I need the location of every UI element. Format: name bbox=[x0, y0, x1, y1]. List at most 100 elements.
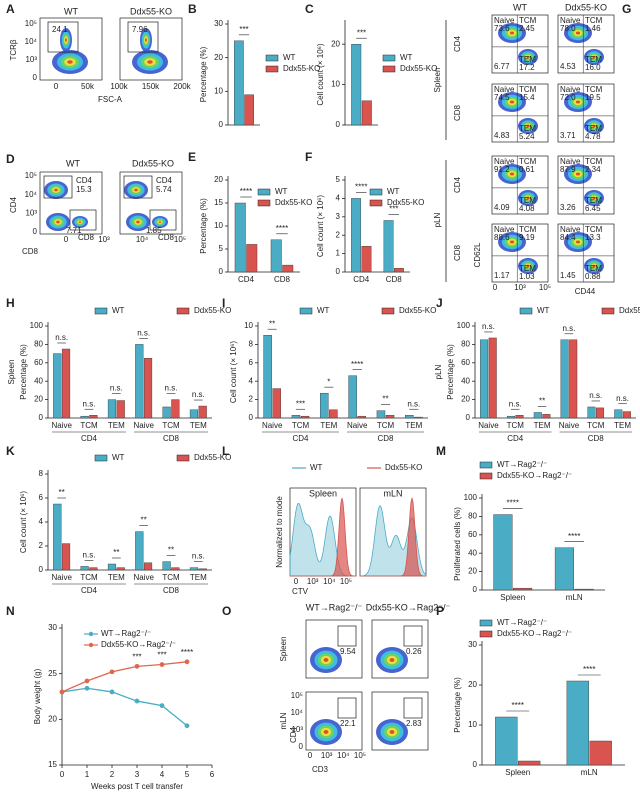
density bbox=[592, 55, 596, 59]
quadrant-value: 73.6 bbox=[494, 24, 510, 33]
quadrant-value: 16.0 bbox=[585, 63, 601, 72]
bar bbox=[244, 94, 254, 126]
significance-label: n.s. bbox=[83, 551, 96, 560]
significance-label: ** bbox=[539, 397, 545, 406]
legend-label: WT bbox=[537, 306, 550, 315]
quadrant-value: 1.45 bbox=[560, 271, 576, 280]
significance-label: * bbox=[327, 377, 330, 386]
y-tick-label: 60 bbox=[468, 530, 477, 539]
legend-swatch bbox=[88, 631, 94, 637]
density bbox=[526, 55, 530, 59]
quadrant-value: 91.2 bbox=[494, 165, 510, 174]
quadrant-label: TCM bbox=[519, 225, 537, 234]
gate bbox=[337, 625, 357, 647]
quadrant-value: 4.83 bbox=[494, 131, 510, 140]
gate bbox=[123, 175, 153, 199]
point bbox=[134, 663, 140, 669]
y-axis-label: Spleen bbox=[7, 360, 16, 385]
gate-value: 2.83 bbox=[406, 719, 422, 728]
x-tick-label: 5 bbox=[185, 770, 190, 779]
quadrant-label: TEM bbox=[585, 196, 602, 205]
plot-title: Ddx55-KO→Rag2⁻/⁻ bbox=[366, 602, 451, 612]
bar bbox=[614, 409, 623, 419]
legend-label: WT bbox=[112, 306, 125, 315]
bar bbox=[351, 44, 362, 126]
x-tick-label: 10⁵ bbox=[174, 235, 186, 244]
y-tick-label: 10 bbox=[331, 80, 340, 89]
density bbox=[389, 730, 395, 734]
significance-label: *** bbox=[389, 205, 398, 214]
x-tick-label: 10⁵ bbox=[354, 751, 366, 760]
significance-label: *** bbox=[239, 25, 248, 34]
significance-label: n.s. bbox=[509, 399, 522, 408]
panel-letter: G bbox=[622, 2, 631, 16]
y-tick-label: 30 bbox=[214, 19, 223, 28]
significance-label: ** bbox=[141, 516, 147, 525]
group-label: CD4 bbox=[81, 434, 98, 443]
legend-label: Ddx55-KO bbox=[275, 198, 312, 207]
density bbox=[526, 196, 530, 200]
y-tick-label: 80 bbox=[468, 512, 477, 521]
panel-letter: M bbox=[436, 444, 446, 458]
plot-frame bbox=[557, 155, 615, 215]
legend-swatch bbox=[265, 54, 279, 62]
panel-letter: F bbox=[305, 150, 312, 164]
y-tick-label: 10 bbox=[214, 86, 223, 95]
x-tick-label: TCM bbox=[377, 421, 395, 430]
legend-label: WT→Rag2⁻/⁻ bbox=[101, 629, 151, 638]
legend-swatch bbox=[176, 454, 190, 462]
point bbox=[184, 723, 190, 729]
density bbox=[509, 172, 515, 176]
plot-title: Ddx55-KO bbox=[130, 6, 172, 16]
legend-label: Ddx55-KO bbox=[194, 306, 231, 315]
bar bbox=[495, 716, 518, 766]
y-tick-label: 5 bbox=[219, 244, 224, 253]
y-tick-label: 10⁴ bbox=[291, 708, 304, 717]
quadrant-label: TCM bbox=[519, 157, 537, 166]
quadrant-value: 74.5 bbox=[494, 93, 510, 102]
quadrant-value: 6.77 bbox=[494, 62, 510, 71]
x-axis-label: CTV bbox=[292, 587, 309, 596]
y-tick-label: 8 bbox=[39, 469, 44, 478]
quadrant-value: 78.0 bbox=[560, 24, 576, 33]
gate bbox=[149, 209, 177, 231]
y-axis-label: Proliferated cells (%) bbox=[453, 507, 462, 581]
density bbox=[575, 240, 581, 244]
significance-label: **** bbox=[355, 183, 367, 192]
significance-label: **** bbox=[507, 499, 519, 508]
y-tick-label: 15 bbox=[214, 198, 223, 207]
y-tick-label: 10³ bbox=[25, 208, 37, 217]
x-tick-label: TEM bbox=[190, 573, 207, 582]
bar bbox=[61, 543, 71, 571]
y-axis-label: Cell count (× 10⁶) bbox=[316, 43, 325, 106]
y-axis-label: Percentage (%) bbox=[19, 344, 28, 400]
y-tick-label: 6 bbox=[249, 358, 254, 367]
plot-frame bbox=[491, 14, 549, 74]
quadrant-label: Naive bbox=[494, 157, 515, 166]
bar bbox=[361, 100, 372, 126]
quadrant-value: 17.2 bbox=[519, 63, 535, 72]
point bbox=[109, 689, 115, 695]
histogram bbox=[360, 497, 427, 577]
x-tick-label: 0 bbox=[64, 235, 69, 244]
legend-label: WT bbox=[317, 306, 330, 315]
panel-letter: B bbox=[188, 2, 197, 16]
bar bbox=[320, 392, 329, 419]
x-tick-label: Naive bbox=[133, 573, 154, 582]
y-tick-label: 30 bbox=[48, 623, 57, 632]
quadrant-value: 72.0 bbox=[560, 93, 576, 102]
x-tick-label: Spleen bbox=[505, 768, 530, 777]
quadrant-value: 0.88 bbox=[585, 272, 601, 281]
density bbox=[526, 124, 530, 128]
x-tick-label: 0 bbox=[294, 577, 299, 586]
plot-title: WT→Rag2⁻/⁻ bbox=[306, 602, 363, 612]
tissue-label: pLN bbox=[433, 212, 442, 227]
y-tick-label: 10 bbox=[468, 720, 477, 729]
legend-swatch bbox=[369, 199, 383, 207]
quadrant-value: 6.45 bbox=[585, 204, 601, 213]
legend-swatch bbox=[519, 307, 533, 315]
bar bbox=[589, 740, 612, 766]
legend-label: WT→Rag2⁻/⁻ bbox=[497, 460, 547, 469]
x-tick-label: 10³ bbox=[321, 751, 333, 760]
y-tick-label: 0 bbox=[473, 760, 478, 769]
